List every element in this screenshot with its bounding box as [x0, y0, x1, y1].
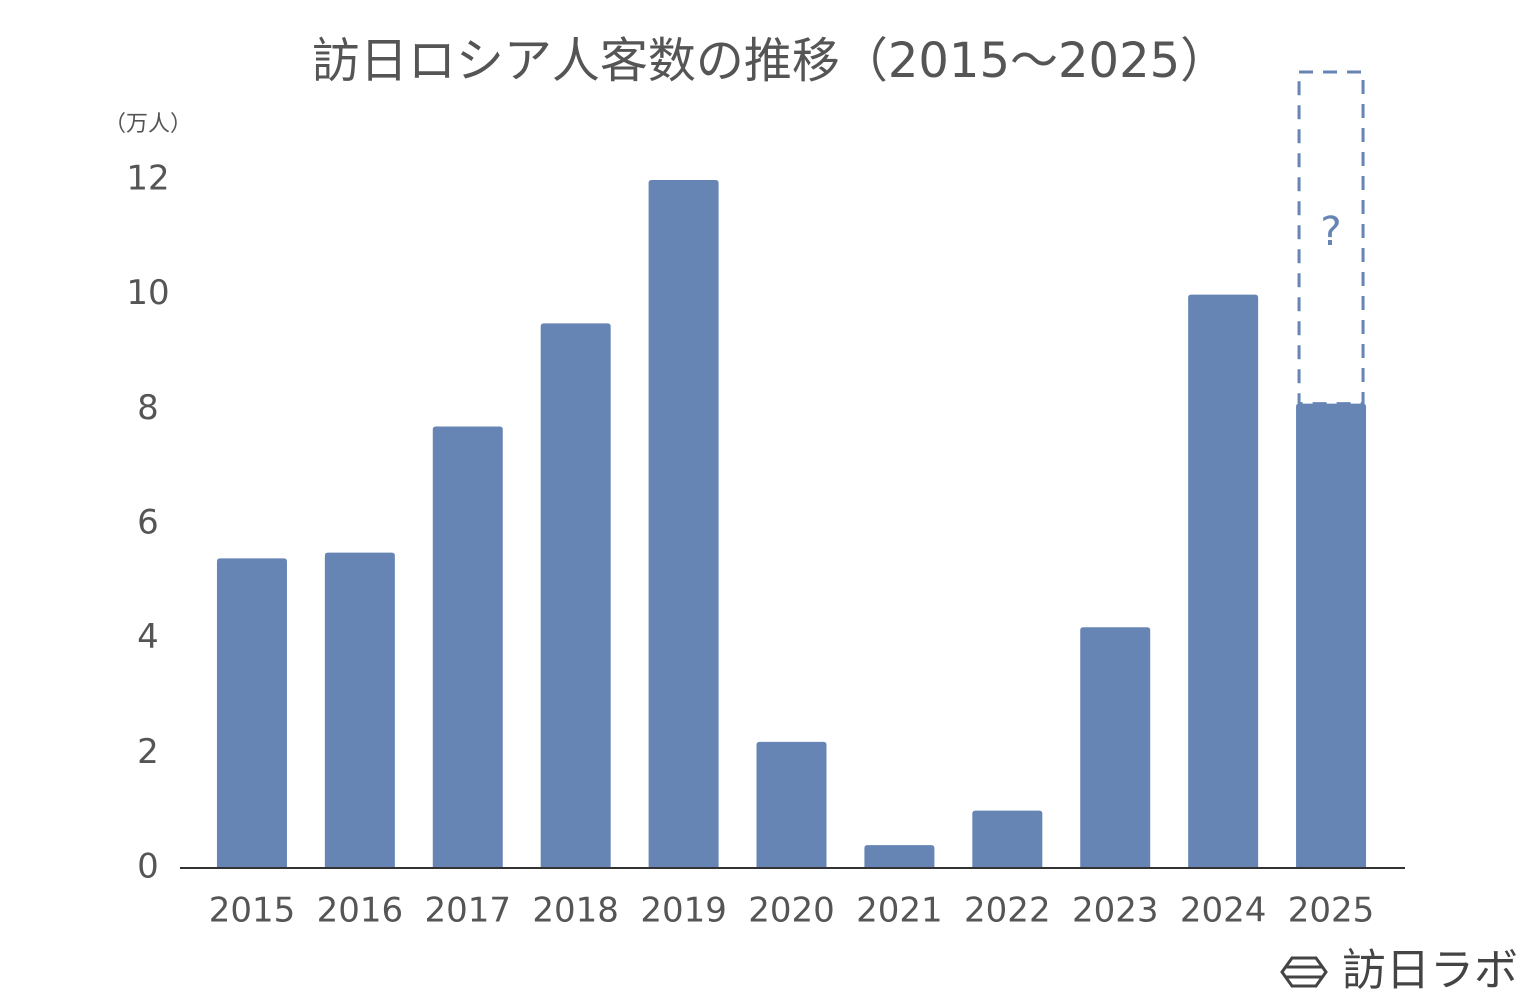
- chart-title: 訪日ロシア人客数の推移（2015～2025）: [312, 33, 1228, 89]
- x-tick-label: 2020: [748, 891, 835, 931]
- y-tick-label: 8: [137, 388, 159, 428]
- bar: [1296, 403, 1367, 868]
- annotation: ?: [1320, 209, 1341, 255]
- x-tick-label: 2019: [640, 891, 727, 931]
- x-tick-label: 2021: [856, 891, 943, 931]
- x-tick-label: 2024: [1180, 891, 1267, 931]
- bar: [756, 741, 827, 868]
- y-tick-label: 4: [137, 617, 159, 657]
- y-tick-label: 12: [126, 159, 169, 199]
- x-tick-label: 2025: [1288, 891, 1375, 931]
- bar: [972, 810, 1043, 868]
- y-tick-label: 10: [126, 273, 169, 313]
- x-tick-label: 2022: [964, 891, 1051, 931]
- y-tick-label: 6: [137, 503, 159, 543]
- y-tick-label: 2: [137, 732, 159, 772]
- x-tick-label: 2016: [317, 891, 404, 931]
- bar: [648, 180, 719, 868]
- x-tick-label: 2015: [209, 891, 296, 931]
- x-tick-label: 2018: [532, 891, 619, 931]
- watermark: 訪日ラボ: [1342, 945, 1518, 996]
- bar: [432, 426, 503, 868]
- bar: [216, 558, 287, 868]
- y-axis-label: （万人）: [104, 112, 192, 137]
- bar: [864, 845, 935, 868]
- x-tick-label: 2017: [425, 891, 512, 931]
- bar: [540, 323, 611, 868]
- bar: [1080, 627, 1151, 868]
- bar: [1188, 294, 1259, 869]
- outlook-box: [1297, 70, 1365, 406]
- x-tick-label: 2023: [1072, 891, 1159, 931]
- y-tick-label: 0: [137, 847, 159, 887]
- watermark-icon: [1280, 956, 1328, 988]
- bar: [324, 552, 395, 868]
